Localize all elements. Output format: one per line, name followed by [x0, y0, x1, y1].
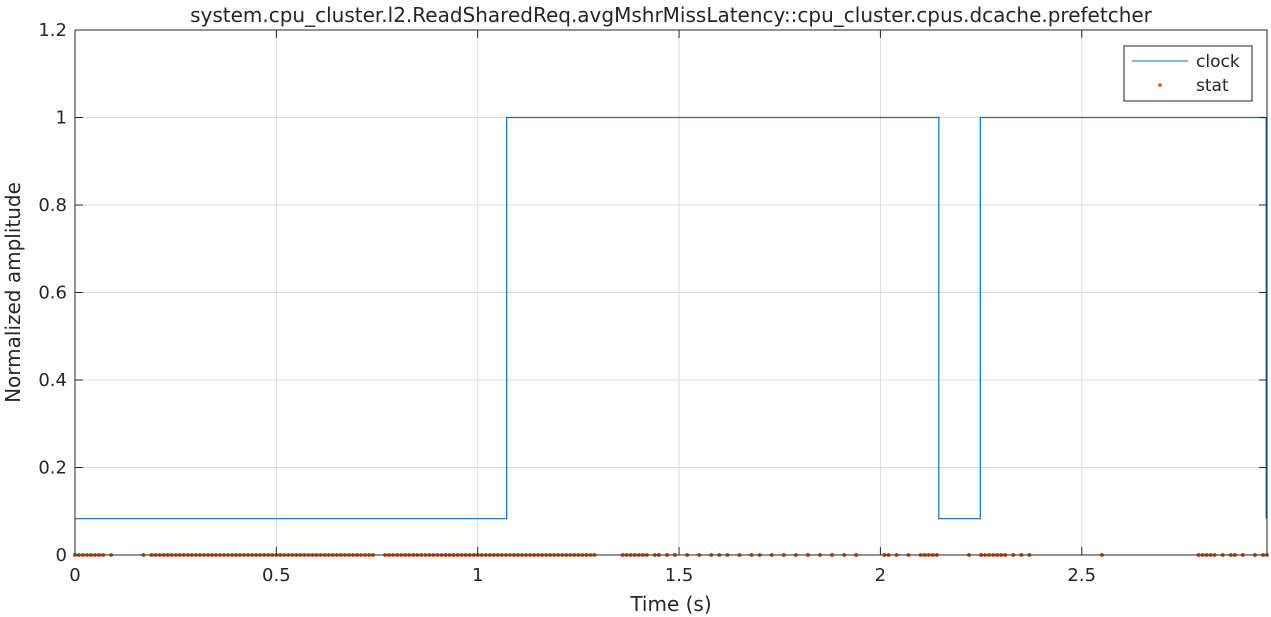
y-tick-label: 0.4: [38, 370, 67, 391]
y-axis-label: Normalized amplitude: [1, 182, 25, 403]
series-line-clock: [75, 116, 1267, 520]
x-tick-label: 0.5: [262, 565, 291, 586]
legend-swatch-stat: [1158, 83, 1162, 87]
x-tick-label: 0: [69, 565, 80, 586]
series-layer: [73, 116, 1269, 557]
axis-ticks: 0 0.5 1 1.5 2 2.5 0 0.2 0.4 0.6 0.8 1 1.2: [38, 20, 1267, 586]
y-tick-label: 0.8: [38, 195, 67, 216]
legend-box: [1123, 45, 1253, 102]
legend-label-clock: clock: [1196, 52, 1240, 72]
y-tick-label: 1.2: [38, 20, 67, 41]
y-tick-label: 0.6: [38, 283, 67, 304]
y-tick-label: 0: [56, 545, 67, 566]
chart-title: system.cpu_cluster.l2.ReadSharedReq.avgM…: [190, 3, 1153, 27]
x-tick-label: 1: [472, 565, 483, 586]
legend: clock stat: [1123, 45, 1253, 102]
legend-label-stat: stat: [1196, 76, 1229, 96]
y-tick-label: 1: [56, 108, 67, 129]
x-tick-label: 1.5: [665, 565, 694, 586]
x-tick-label: 2: [875, 565, 886, 586]
y-tick-label: 0.2: [38, 458, 67, 479]
x-tick-label: 2.5: [1067, 565, 1096, 586]
x-axis-label: Time (s): [629, 592, 711, 616]
